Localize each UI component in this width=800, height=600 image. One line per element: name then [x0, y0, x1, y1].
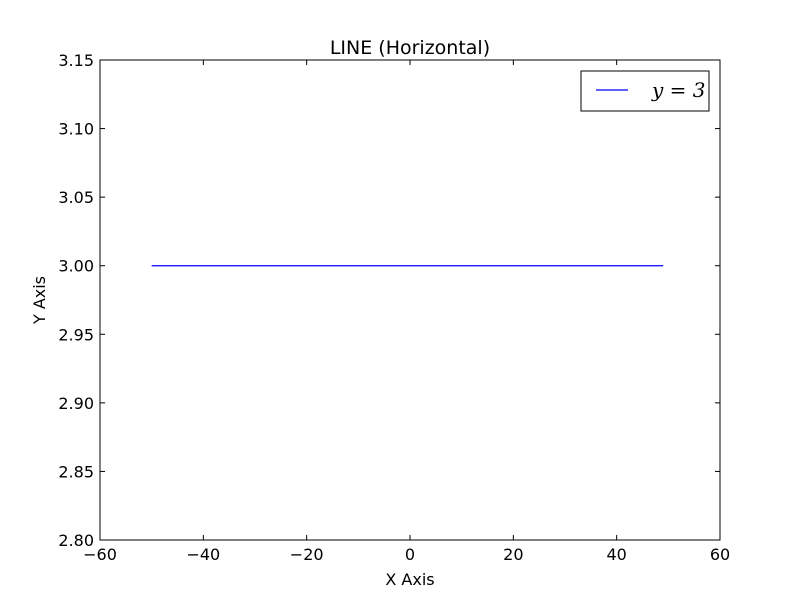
chart-title: LINE (Horizontal) [330, 37, 490, 59]
y-tick-label: 2.80 [58, 531, 94, 550]
y-tick-label: 2.85 [58, 462, 94, 481]
x-axis-label: X Axis [385, 570, 434, 589]
y-axis-label: Y Axis [30, 276, 49, 325]
legend: y = 3 [580, 70, 710, 112]
y-tick-label: 3.05 [58, 188, 94, 207]
x-tick-label: −60 [83, 545, 117, 564]
y-tick-label: 3.15 [58, 51, 94, 70]
y-tick-label: 2.90 [58, 394, 94, 413]
y-tick-label: 3.00 [58, 257, 94, 276]
x-tick-label: −20 [290, 545, 324, 564]
x-tick-label: 40 [606, 545, 626, 564]
x-tick-label: 0 [405, 545, 415, 564]
x-tick-label: 20 [503, 545, 523, 564]
y-tick-label: 2.95 [58, 325, 94, 344]
legend-entry-label: y = 3 [651, 78, 706, 102]
x-tick-label: 60 [710, 545, 730, 564]
axis-ticks: −60 −40 −20 0 20 40 60 2.80 2.85 2.90 2.95 3.00 3.05… [58, 51, 730, 564]
legend-box [580, 70, 710, 112]
x-tick-label: −40 [186, 545, 220, 564]
y-tick-label: 3.10 [58, 120, 94, 139]
